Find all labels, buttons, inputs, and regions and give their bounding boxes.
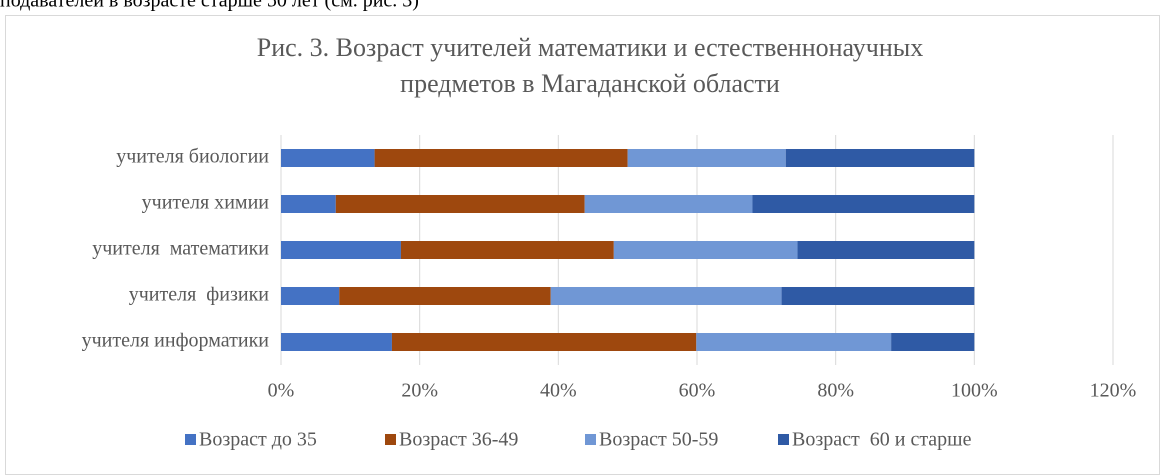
bar-segment	[339, 287, 551, 305]
y-tick-label: учителя информатики	[82, 330, 270, 352]
bar-segment	[374, 149, 628, 167]
bar-segment	[281, 195, 336, 213]
chart-title: предметов в Магаданской области	[400, 69, 780, 98]
bar-segment	[281, 149, 375, 167]
y-tick-label: учителя биологии	[116, 146, 269, 168]
chart-title: Рис. 3. Возраст учителей математики и ес…	[257, 33, 923, 62]
bar-segment	[785, 149, 975, 167]
x-tick-label: 20%	[401, 380, 438, 402]
bar-segment	[281, 287, 340, 305]
header-text: подавателей в возрасте старше 50 лет (см…	[0, 0, 419, 12]
x-tick-label: 60%	[679, 380, 716, 402]
legend-label: Возраст 60 и старше	[792, 429, 972, 451]
x-tick-label: 120%	[1090, 380, 1137, 402]
x-tick-label: 0%	[268, 380, 295, 402]
bar-segment	[281, 333, 392, 351]
bar-segment	[550, 287, 782, 305]
bar-segment	[584, 195, 753, 213]
bar-segment	[752, 195, 975, 213]
y-tick-label: учителя математики	[92, 238, 269, 260]
legend-label: Возраст 50-59	[599, 429, 718, 451]
legend-swatch	[185, 434, 196, 445]
y-tick-label: учителя химии	[142, 192, 270, 214]
bar-segment	[891, 333, 975, 351]
bar-segment	[613, 241, 798, 259]
x-tick-label: 80%	[817, 380, 854, 402]
bar-segment	[797, 241, 975, 259]
legend-label: Возраст до 35	[199, 429, 317, 451]
legend-swatch	[385, 434, 396, 445]
x-tick-label: 100%	[951, 380, 998, 402]
bar-segment	[281, 241, 401, 259]
y-tick-label: учителя физики	[129, 284, 270, 306]
bar-segment	[781, 287, 975, 305]
x-tick-label: 40%	[540, 380, 577, 402]
bar-segment	[627, 149, 786, 167]
legend-swatch	[585, 434, 596, 445]
legend-swatch	[778, 434, 789, 445]
bar-segment	[696, 333, 892, 351]
bar-segment	[391, 333, 697, 351]
legend-label: Возраст 36-49	[399, 429, 518, 451]
bar-segment	[335, 195, 585, 213]
bar-segment	[400, 241, 614, 259]
